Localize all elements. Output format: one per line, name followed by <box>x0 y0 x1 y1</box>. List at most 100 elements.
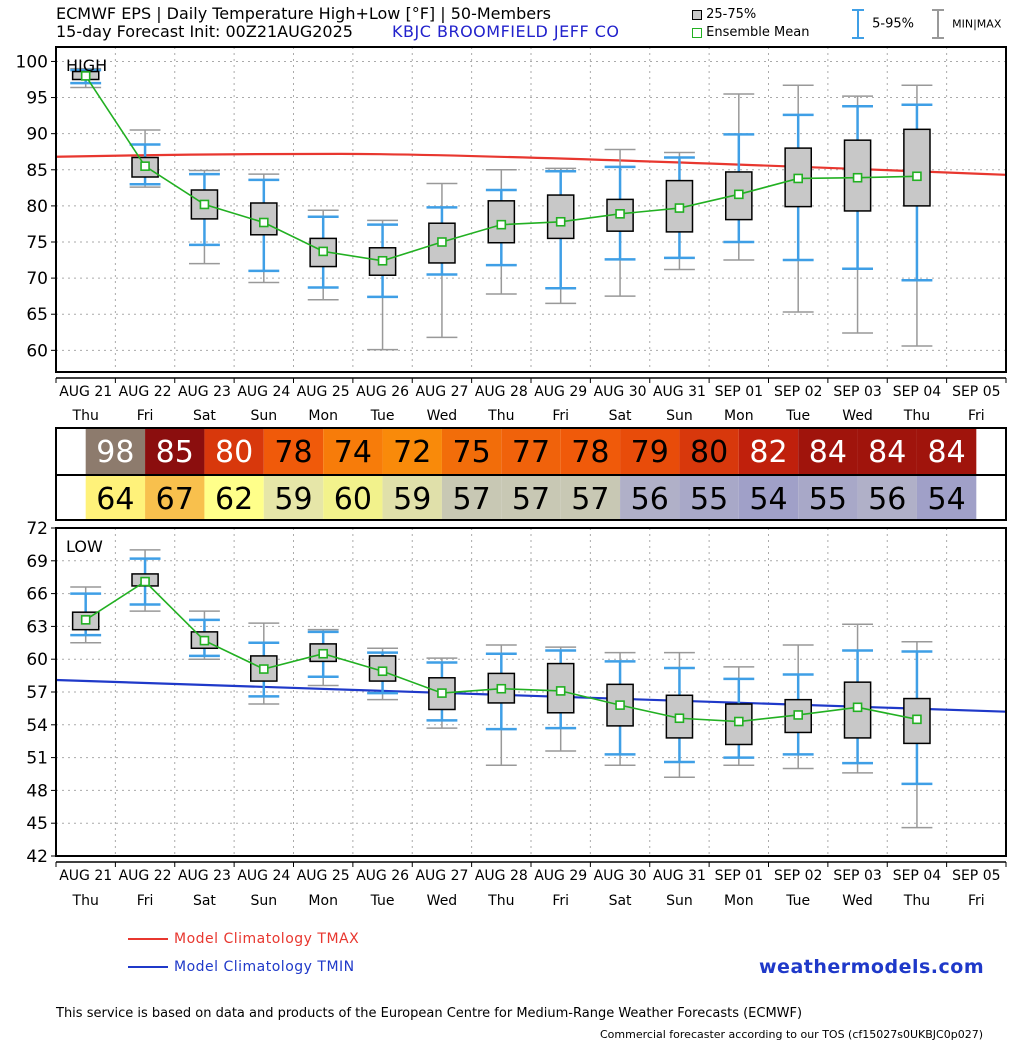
climatology-line <box>55 152 1007 176</box>
brand-link[interactable]: weathermodels.com <box>759 956 985 978</box>
y-tick-label: 48 <box>26 781 48 801</box>
x-day-label: Thu <box>487 893 514 909</box>
mean-swatch-icon <box>692 27 702 38</box>
x-date-label: SEP 03 <box>833 384 881 400</box>
high-cell-bg <box>382 428 442 474</box>
x-day-label: Thu <box>72 893 99 909</box>
x-date-label: AUG 29 <box>534 868 587 884</box>
disclaimer: This service is based on data and produc… <box>56 1006 803 1021</box>
high-cell-value: 74 <box>334 435 372 470</box>
grid-high: 60 65 70 75 80 85 90 95 100 <box>16 47 1006 372</box>
mean-marker <box>852 702 863 713</box>
high-cell-bg <box>145 428 205 474</box>
mean-marker <box>912 171 922 182</box>
high-cell-value: 80 <box>690 435 728 470</box>
low-cell-value: 59 <box>274 482 312 517</box>
high-cell-bg <box>501 428 561 474</box>
x-day-label: Fri <box>968 408 985 424</box>
x-day-label: Fri <box>552 408 569 424</box>
x-day-label: Wed <box>842 408 873 424</box>
panel-label: LOW <box>66 537 103 556</box>
box-day-11 <box>723 93 755 261</box>
x-day-label: Tue <box>785 893 810 909</box>
box-day-8 <box>545 167 577 305</box>
box-day-2 <box>189 169 220 265</box>
mean-marker <box>199 199 210 210</box>
mean-marker <box>318 648 328 659</box>
high-cell-value: 79 <box>631 435 669 470</box>
x-date-label: AUG 27 <box>415 384 468 400</box>
y-tick-label: 95 <box>26 89 48 109</box>
x-day-label: Thu <box>72 408 99 424</box>
y-tick-label: 85 <box>26 161 48 181</box>
y-tick-label: 63 <box>26 617 48 637</box>
y-tick-label: 60 <box>26 650 48 670</box>
high-cell-value: 78 <box>274 435 312 470</box>
high-cell-bg <box>620 428 680 474</box>
x-axis: AUG 21 Thu AUG 22 Fri AUG 23 Sat AUG 24 Sun AUG … <box>55 377 1007 424</box>
x-day-label: Tue <box>785 408 810 424</box>
box-day-13 <box>842 623 873 774</box>
x-date-label: AUG 30 <box>594 384 647 400</box>
x-date-label: SEP 02 <box>774 868 822 884</box>
mean-marker <box>259 217 269 228</box>
mean-marker <box>793 710 803 720</box>
low-cell-bg <box>916 475 977 521</box>
low-cell-value: 55 <box>690 482 728 517</box>
x-day-label: Fri <box>968 893 985 909</box>
x-day-label: Tue <box>370 408 395 424</box>
plot-frame <box>55 46 1007 373</box>
mean-marker <box>674 713 685 724</box>
x-date-label: AUG 28 <box>475 868 528 884</box>
clim-tmin-line-icon <box>128 966 168 968</box>
low-cell-bg <box>857 475 917 521</box>
x-day-label: Sun <box>250 893 277 909</box>
x-date-label: SEP 04 <box>893 868 942 884</box>
y-tick-label: 80 <box>26 197 48 217</box>
x-date-label: AUG 31 <box>653 868 706 884</box>
box-day-11 <box>723 666 755 767</box>
low-cell-bg <box>679 475 739 521</box>
x-date-label: SEP 05 <box>952 384 1000 400</box>
legend-p595: 5-95% <box>848 8 914 40</box>
low-cell-value: 57 <box>571 482 609 517</box>
low-cell-bg <box>620 475 680 521</box>
y-tick-label: 70 <box>26 269 48 289</box>
low-cell-bg <box>145 475 205 521</box>
high-cell-bg <box>857 428 917 474</box>
y-tick-label: 66 <box>26 585 48 605</box>
legend-mean-label: Ensemble Mean <box>706 25 810 40</box>
init-text: 15-day Forecast Init: 00Z21AUG2025 <box>56 22 353 41</box>
iqr-box <box>487 200 516 244</box>
mean-marker <box>437 688 447 698</box>
y-tick-label: 65 <box>26 305 48 325</box>
init-line: 15-day Forecast Init: 00Z21AUG2025 KBJC … <box>56 23 620 41</box>
high-cell-bg <box>441 428 502 474</box>
mean-marker <box>496 219 507 230</box>
iqr-box <box>725 703 753 746</box>
high-cell-bg <box>798 428 858 474</box>
y-tick-label: 100 <box>16 52 48 72</box>
summary-table: 98 85 80 78 74 72 75 77 78 79 80 82 84 84 84 64 67 62 59 60… <box>55 427 1007 521</box>
legend-clim-tmax: Model Climatology TMAX <box>128 931 359 947</box>
x-day-label: Sat <box>609 893 632 909</box>
box-day-13 <box>842 95 873 334</box>
x-day-label: Fri <box>137 408 154 424</box>
box-day-12 <box>782 84 814 313</box>
box-day-0 <box>70 586 102 644</box>
mean-marker <box>555 686 566 696</box>
low-cell-bg <box>738 475 799 521</box>
x-date-label: SEP 03 <box>833 868 881 884</box>
high-cell-value: 84 <box>809 435 847 470</box>
clim-tmin-label: Model Climatology TMIN <box>174 959 355 975</box>
x-date-label: SEP 01 <box>715 384 763 400</box>
low-cell-value: 57 <box>453 482 491 517</box>
low-cell-value: 54 <box>928 482 966 517</box>
clim-tmax-line-icon <box>128 938 168 940</box>
x-date-label: AUG 22 <box>119 868 172 884</box>
x-day-label: Sat <box>609 408 632 424</box>
x-date-label: AUG 25 <box>297 868 350 884</box>
y-tick-label: 45 <box>26 814 48 834</box>
low-cell-value: 54 <box>749 482 787 517</box>
box-day-2 <box>189 610 220 660</box>
